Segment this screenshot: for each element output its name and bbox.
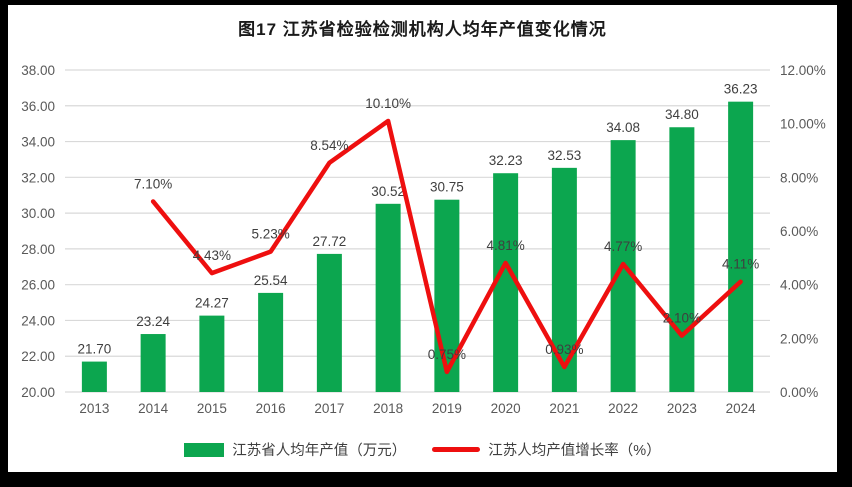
bar <box>669 127 695 392</box>
right-axis-tick-label: 4.00% <box>780 278 818 293</box>
x-axis-tick-label: 2016 <box>256 401 286 416</box>
line-point-label: 0.93% <box>545 342 583 357</box>
right-axis-tick-label: 10.00% <box>780 117 826 132</box>
right-axis-tick-label: 6.00% <box>780 224 818 239</box>
bar-value-label: 25.54 <box>254 273 288 288</box>
y-axis-tick-label: 22.00 <box>21 349 55 364</box>
bar-value-label: 32.53 <box>547 148 581 163</box>
y-axis-tick-label: 20.00 <box>21 385 55 400</box>
x-axis-tick-label: 2015 <box>197 401 227 416</box>
chart-plot-area: 20.00 22.00 24.00 26.00 28.00 30.00 32.00 34.00… <box>21 63 826 416</box>
line-point-label: 4.77% <box>604 239 642 254</box>
x-axis-tick-label: 2013 <box>79 401 109 416</box>
bar-value-label: 30.52 <box>371 184 405 199</box>
y-axis-tick-label: 24.00 <box>21 313 55 328</box>
bar-value-label: 32.23 <box>489 153 523 168</box>
y-axis-tick-label: 28.00 <box>21 242 55 257</box>
legend: 江苏省人均年产值（万元） 江苏人均产值增长率（%） <box>8 439 837 460</box>
line-point-label: 0.75% <box>428 347 466 362</box>
x-axis-tick-label: 2021 <box>549 401 579 416</box>
x-axis-tick-label: 2017 <box>314 401 344 416</box>
bar <box>140 334 166 392</box>
y-axis-tick-label: 30.00 <box>21 206 55 221</box>
growth-line <box>150 118 743 375</box>
x-axis-tick-label: 2014 <box>138 401 169 416</box>
chart-title: 图17 江苏省检验检测机构人均年产值变化情况 <box>238 20 607 39</box>
legend-item-bar-series: 江苏省人均年产值（万元） <box>184 439 406 460</box>
line-point-label: 4.11% <box>722 257 759 272</box>
bar <box>316 253 342 392</box>
line-point-label: 7.10% <box>134 176 172 191</box>
bar <box>81 361 107 392</box>
x-axis-tick-label: 2019 <box>432 401 462 416</box>
x-axis-tick-label: 2023 <box>667 401 697 416</box>
right-axis-tick-label: 2.00% <box>780 331 818 346</box>
line-point-label: 2.10% <box>663 311 701 326</box>
x-axis-tick-label: 2020 <box>491 401 521 416</box>
right-axis-tick-label: 8.00% <box>780 170 818 185</box>
bar-value-label: 23.24 <box>136 314 170 329</box>
line-point-label: 5.23% <box>251 227 289 242</box>
bar <box>551 167 577 392</box>
legend-bar-swatch-icon <box>184 442 225 457</box>
x-axis-tick-label: 2022 <box>608 401 638 416</box>
bar <box>728 101 754 392</box>
bar-value-label: 34.80 <box>665 107 699 122</box>
legend-line-swatch-icon <box>432 447 481 452</box>
chart-panel: 图17 江苏省检验检测机构人均年产值变化情况 20.00 22.00 24.00 26… <box>8 5 837 472</box>
line-point-label: 10.10% <box>365 96 411 111</box>
y-axis-tick-label: 34.00 <box>21 135 55 150</box>
y-axis-tick-label: 32.00 <box>21 170 55 185</box>
bar-value-label: 27.72 <box>312 234 346 249</box>
legend-item-line-series: 江苏人均产值增长率（%） <box>432 439 661 460</box>
bar <box>375 203 401 392</box>
x-axis-tick-label: 2024 <box>726 401 757 416</box>
line-point-label: 4.81% <box>486 238 524 253</box>
right-axis-tick-label: 12.00% <box>780 63 826 78</box>
y-axis-tick-label: 36.00 <box>21 99 55 114</box>
line-point-label: 8.54% <box>310 138 348 153</box>
bar <box>258 292 284 392</box>
right-axis-tick-label: 0.00% <box>780 385 818 400</box>
bar-value-label: 21.70 <box>77 342 111 357</box>
x-axis-tick-label: 2018 <box>373 401 403 416</box>
bar-value-label: 36.23 <box>724 82 758 97</box>
bar-value-label: 34.08 <box>606 120 640 135</box>
y-axis-tick-label: 38.00 <box>21 63 55 78</box>
legend-bar-label: 江苏省人均年产值（万元） <box>232 443 407 459</box>
bar <box>199 315 225 392</box>
legend-line-label: 江苏人均产值增长率（%） <box>488 443 661 459</box>
y-axis-tick-label: 26.00 <box>21 278 55 293</box>
line-point-label: 4.43% <box>193 248 231 263</box>
bar-value-label: 24.27 <box>195 296 229 311</box>
bar-value-label: 30.75 <box>430 180 464 195</box>
